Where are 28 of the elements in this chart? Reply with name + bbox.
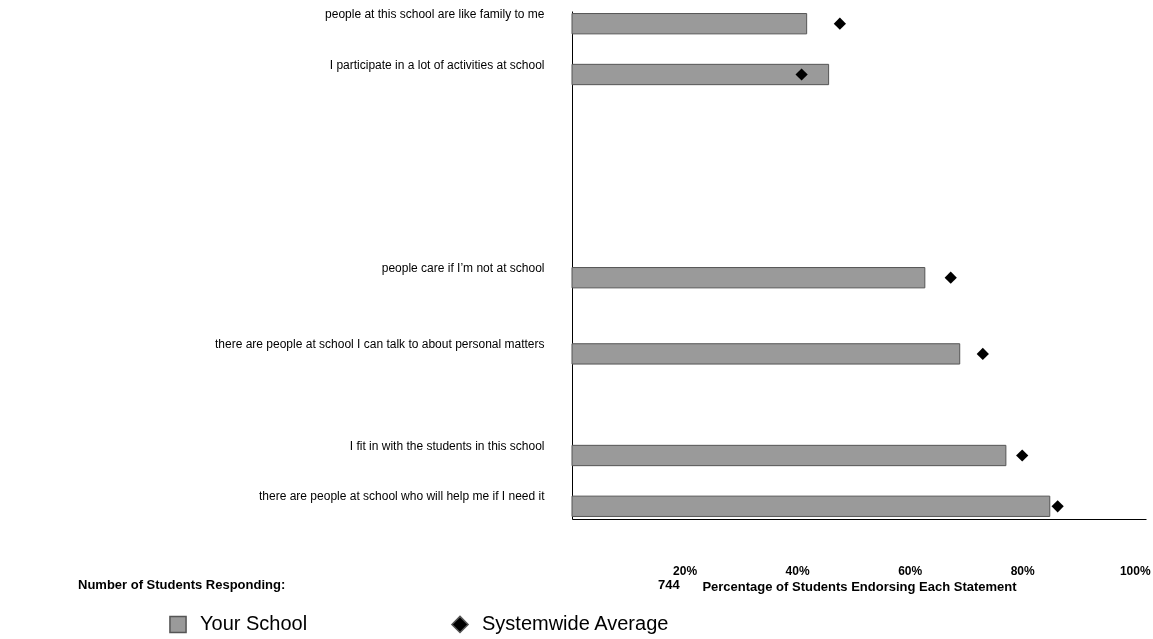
x-tick-label: 80% bbox=[1010, 563, 1036, 578]
point bbox=[1051, 500, 1064, 513]
point bbox=[833, 17, 846, 30]
y-tick-label: people care if I’m not at school bbox=[381, 260, 545, 275]
x-tick-label: 60% bbox=[898, 563, 923, 578]
point bbox=[944, 271, 957, 284]
x-axis-title: Percentage of Students Endorsing Each Statement bbox=[702, 578, 1018, 594]
bar bbox=[571, 444, 1007, 467]
y-tick-label: people at this school are like family to me bbox=[325, 6, 545, 21]
point bbox=[1016, 449, 1029, 462]
y-tick-label: there are people at school I can talk to about personal matters bbox=[214, 336, 545, 351]
legend-label: Your School bbox=[200, 612, 308, 635]
y-tick-label: I fit in with the students in this school bbox=[349, 438, 545, 453]
bar bbox=[571, 267, 926, 289]
text: Number of Students Responding: bbox=[78, 577, 286, 592]
bar bbox=[571, 13, 808, 35]
x-tick-label: 20% bbox=[673, 563, 698, 578]
y-tick-label: there are people at school who will help me if I need it bbox=[259, 489, 546, 504]
bar bbox=[571, 343, 961, 365]
point bbox=[795, 68, 808, 81]
x-tick-label: 40% bbox=[785, 563, 810, 578]
x-tick-label: 100% bbox=[1119, 563, 1151, 578]
text: 744 bbox=[658, 577, 681, 592]
y-tick-label: I participate in a lot of activities at school bbox=[329, 57, 545, 72]
bar bbox=[571, 63, 830, 86]
bar bbox=[571, 495, 1051, 517]
point bbox=[976, 347, 989, 361]
legend-label: Systemwide Average bbox=[482, 612, 669, 635]
